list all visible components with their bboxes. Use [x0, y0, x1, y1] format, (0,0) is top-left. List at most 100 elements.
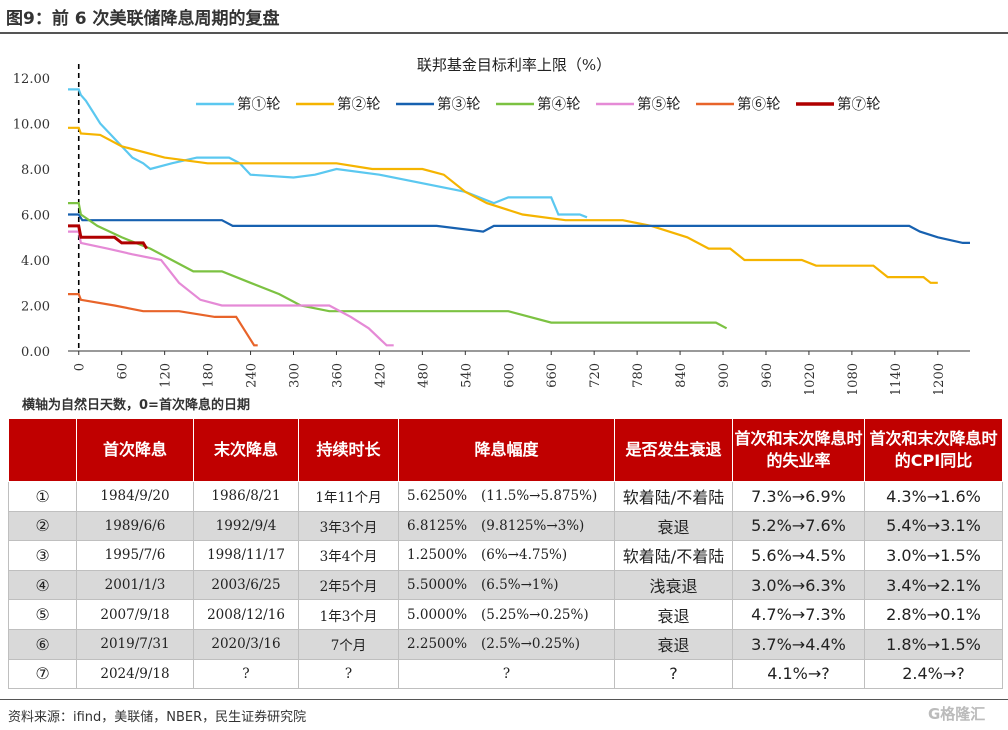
x-tick-label: 180 — [202, 363, 217, 388]
last-cut-date: 2003/6/25 — [193, 569, 299, 601]
y-tick-label: 12.00 — [13, 72, 50, 87]
row-id: ⑤ — [8, 599, 77, 630]
rate-cut-cycles-table: 首次降息 末次降息 持续时长 降息幅度 是否发生衰退 首次和末次降息时的失业率 … — [8, 418, 1003, 690]
y-tick-label: 0.00 — [21, 345, 50, 360]
x-tick-label: 0 — [73, 363, 88, 371]
x-tick-label: 60 — [116, 363, 131, 380]
duration: 1年11个月 — [298, 481, 399, 512]
y-tick-label: 8.00 — [21, 163, 50, 178]
cut-amplitude-pct: 1.2500% — [407, 547, 468, 564]
header-cell — [8, 418, 77, 482]
legend-label: 第⑥轮 — [737, 95, 781, 113]
cpi-change: 3.0%→1.5% — [864, 540, 1003, 571]
cut-amplitude: 5.5000% (6.5%→1%) — [398, 569, 615, 601]
recession-status: 软着陆/不着陆 — [614, 481, 733, 512]
first-cut-date: 1989/6/6 — [76, 510, 194, 542]
source-divider — [0, 699, 1008, 700]
x-tick-label: 1200 — [932, 363, 947, 394]
duration: 1年3个月 — [298, 599, 399, 630]
last-cut-date: 2020/3/16 — [193, 628, 299, 660]
row-id: ③ — [8, 540, 77, 571]
x-tick-label: 660 — [545, 363, 560, 388]
header-cell: 首次降息 — [76, 418, 194, 482]
y-tick-label: 10.00 — [13, 118, 50, 133]
x-tick-label: 1020 — [803, 363, 818, 394]
table-header-row: 首次降息 末次降息 持续时长 降息幅度 是否发生衰退 首次和末次降息时的失业率 … — [8, 418, 1003, 482]
cut-amplitude-pct: 5.5000% — [407, 577, 468, 594]
legend-label: 第③轮 — [437, 95, 481, 113]
table-row: ⑥ 2019/7/31 2020/3/16 7个月 2.2500% (2.5%→0.25%… — [8, 628, 1003, 660]
x-tick-label: 720 — [588, 363, 603, 388]
cut-amplitude: 5.6250% (11.5%→5.875%) — [398, 481, 615, 512]
cut-amplitude-pct: 5.6250% — [407, 488, 468, 505]
cpi-change: 4.3%→1.6% — [864, 481, 1003, 512]
series-line — [68, 293, 258, 347]
x-tick-label: 840 — [674, 363, 689, 388]
duration: ? — [298, 658, 399, 690]
first-cut-date: 1995/7/6 — [76, 540, 194, 571]
last-cut-date: 2008/12/16 — [193, 599, 299, 630]
series-line — [68, 88, 588, 219]
unemployment-change: 3.7%→4.4% — [732, 628, 865, 660]
x-tick-label: 240 — [245, 363, 260, 388]
first-cut-date: 2019/7/31 — [76, 628, 194, 660]
table-row: ④ 2001/1/3 2003/6/25 2年5个月 5.5000% (6.5%→1%) 浅… — [8, 569, 1003, 601]
first-cut-date: 2001/1/3 — [76, 569, 194, 601]
duration: 7个月 — [298, 628, 399, 660]
watermark-logo: G格隆汇 — [928, 705, 986, 723]
cpi-change: 2.8%→0.1% — [864, 599, 1003, 630]
cpi-change: 3.4%→2.1% — [864, 569, 1003, 601]
x-tick-label: 900 — [717, 363, 732, 388]
row-id: ② — [8, 510, 77, 542]
series-line — [68, 126, 938, 284]
cut-amplitude-pct: 2.2500% — [407, 636, 468, 653]
first-cut-date: 2024/9/18 — [76, 658, 194, 690]
cpi-change: 1.8%→1.5% — [864, 628, 1003, 660]
unemployment-change: 3.0%→6.3% — [732, 569, 865, 601]
table-row: ⑤ 2007/9/18 2008/12/16 1年3个月 5.0000% (5.25%→0… — [8, 599, 1003, 630]
axis-note: 横轴为自然日天数，0=首次降息的日期 — [22, 398, 250, 413]
cut-amplitude-range: (2.5%→0.25%) — [481, 636, 581, 653]
recession-status: 浅衰退 — [614, 569, 733, 601]
row-id: ⑥ — [8, 628, 77, 660]
series-line — [68, 224, 148, 250]
cut-amplitude: 2.2500% (2.5%→0.25%) — [398, 628, 615, 660]
x-tick-label: 540 — [459, 363, 474, 388]
header-cell: 降息幅度 — [398, 418, 615, 482]
unemployment-change: 5.2%→7.6% — [732, 510, 865, 542]
unemployment-change: 7.3%→6.9% — [732, 481, 865, 512]
cpi-change: 5.4%→3.1% — [864, 510, 1003, 542]
y-tick-label: 6.00 — [21, 209, 50, 224]
cut-amplitude-range: (9.8125%→3%) — [481, 517, 585, 534]
x-tick-label: 480 — [416, 363, 431, 388]
x-tick-label: 600 — [502, 363, 517, 388]
last-cut-date: 1992/9/4 — [193, 510, 299, 542]
header-cell: 首次和末次降息时的失业率 — [732, 418, 865, 482]
chart-title: 联邦基金目标利率上限（%） — [417, 56, 611, 74]
recession-status: 衰退 — [614, 628, 733, 660]
series-line — [68, 230, 394, 347]
series-line — [68, 213, 970, 244]
x-tick-label: 1080 — [846, 363, 861, 394]
header-cell: 持续时长 — [298, 418, 399, 482]
x-tick-label: 780 — [631, 363, 646, 388]
table-row: ③ 1995/7/6 1998/11/17 3年4个月 1.2500% (6%→4.75%… — [8, 540, 1003, 571]
y-tick-label: 4.00 — [21, 254, 50, 269]
unemployment-change: 4.1%→? — [732, 658, 865, 690]
last-cut-date: 1986/8/21 — [193, 481, 299, 512]
row-id: ① — [8, 481, 77, 512]
cut-amplitude: ? — [398, 658, 615, 690]
cut-amplitude-range: (6.5%→1%) — [481, 577, 559, 594]
x-tick-label: 420 — [373, 363, 388, 388]
header-cell: 末次降息 — [193, 418, 299, 482]
x-tick-label: 300 — [288, 363, 303, 388]
header-cell: 是否发生衰退 — [614, 418, 733, 482]
last-cut-date: ? — [193, 658, 299, 690]
cut-amplitude-range: (6%→4.75%) — [481, 547, 568, 564]
table-row: ⑦ 2024/9/18???? 4.1%→? 2.4%→? — [8, 658, 1003, 690]
x-tick-label: 960 — [760, 363, 775, 388]
series-line — [68, 202, 728, 330]
cut-amplitude: 1.2500% (6%→4.75%) — [398, 540, 615, 571]
figure-title: 图9：前 6 次美联储降息周期的复盘 — [6, 9, 280, 29]
recession-status: ? — [614, 658, 733, 690]
